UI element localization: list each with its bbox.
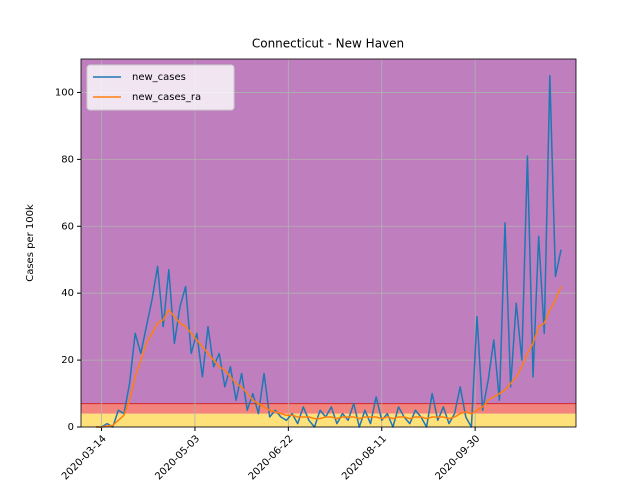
y-tick-label: 100 [55, 87, 74, 98]
y-tick-label: 60 [61, 221, 74, 232]
y-tick-label: 40 [61, 288, 74, 299]
legend-label: new_cases_ra [132, 92, 201, 103]
y-tick-label: 80 [61, 154, 74, 165]
y-axis-label: Cases per 100k [25, 204, 36, 282]
risk-band [81, 59, 576, 404]
legend-label: new_cases [132, 72, 186, 83]
x-tick-label: 2020-03-14 [60, 433, 109, 480]
legend-box [86, 64, 235, 111]
y-tick-label: 0 [68, 422, 74, 433]
series-line [95, 286, 562, 428]
x-tick-label: 2020-06-22 [247, 433, 296, 480]
chart-title: Connecticut - New Haven [252, 37, 404, 51]
x-tick-label: 2020-09-30 [433, 433, 482, 480]
x-tick-label: 2020-08-11 [340, 433, 389, 480]
x-tick-label: 2020-05-03 [153, 433, 202, 480]
risk-band [81, 403, 576, 414]
legend: new_cases new_cases_ra [86, 64, 235, 111]
risk-band [81, 413, 576, 427]
plot-frame [80, 58, 577, 428]
y-tick-label: 20 [61, 355, 74, 366]
